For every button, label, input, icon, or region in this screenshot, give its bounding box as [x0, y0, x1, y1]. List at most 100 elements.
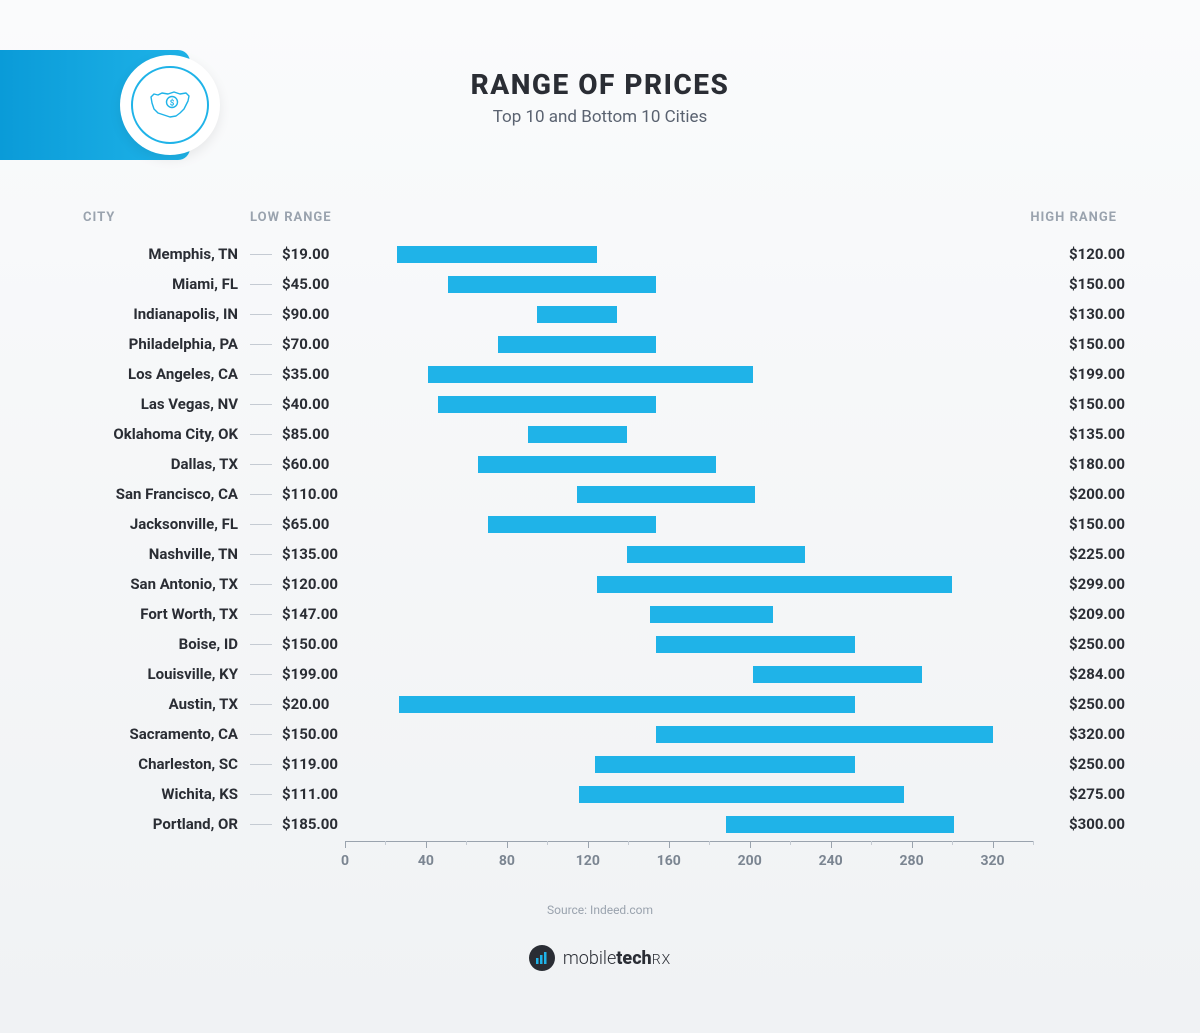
row-tick: [250, 554, 272, 555]
row-tick: [250, 794, 272, 795]
header-high: HIGH RANGE: [345, 210, 1125, 225]
axis-line: [345, 841, 1033, 842]
axis-minor-tick: [1033, 841, 1034, 845]
bar-track: [359, 666, 1033, 683]
low-value: $120.00: [272, 575, 345, 593]
high-value: $284.00: [1047, 665, 1125, 683]
axis-tick: [831, 841, 832, 848]
bar-track: [359, 726, 1033, 743]
low-value: $85.00: [272, 425, 345, 443]
high-value: $200.00: [1047, 485, 1125, 503]
city-label: Austin, TX: [75, 695, 250, 713]
low-value: $19.00: [272, 245, 345, 263]
axis-label: 240: [819, 853, 843, 869]
axis-minor-tick: [952, 841, 953, 845]
high-value: $135.00: [1047, 425, 1125, 443]
high-value: $300.00: [1047, 815, 1125, 833]
low-value: $70.00: [272, 335, 345, 353]
bar-track: [359, 636, 1033, 653]
bar-track: [359, 276, 1033, 293]
bar-track: [359, 696, 1033, 713]
brand-logo-icon: [529, 945, 555, 971]
row-tick: [250, 644, 272, 645]
range-bar: [627, 546, 805, 563]
axis-minor-tick: [385, 841, 386, 845]
brand-part2: tech: [616, 948, 651, 969]
city-label: Miami, FL: [75, 275, 250, 293]
axis-minor-tick: [628, 841, 629, 845]
low-value: $119.00: [272, 755, 345, 773]
header-city: CITY: [75, 210, 250, 225]
chart-row: Boise, ID$150.00$250.00: [75, 629, 1125, 659]
high-value: $150.00: [1047, 515, 1125, 533]
brand-footer: mobiletechRX: [75, 945, 1125, 971]
chart-row: Portland, OR $185.00 $300.00: [75, 809, 1125, 839]
range-bar: [448, 276, 656, 293]
city-label: Boise, ID: [75, 635, 250, 653]
axis-label: 160: [657, 853, 681, 869]
row-tick: [250, 344, 272, 345]
low-value: $35.00: [272, 365, 345, 383]
chart-row: Los Angeles, CA $35.00 $199.00: [75, 359, 1125, 389]
chart-row: Indianapolis, IN$90.00$130.00: [75, 299, 1125, 329]
low-value: $40.00: [272, 395, 345, 413]
chart-row: Charleston, SC$119.00$250.00: [75, 749, 1125, 779]
axis-tick: [345, 841, 346, 848]
city-label: Nashville, TN: [75, 545, 250, 563]
chart-row: Fort Worth, TX$147.00$209.00: [75, 599, 1125, 629]
city-label: Los Angeles, CA: [75, 365, 250, 383]
bar-track: [359, 306, 1033, 323]
high-value: $150.00: [1047, 335, 1125, 353]
row-tick: [250, 734, 272, 735]
range-bar: [537, 306, 616, 323]
high-value: $150.00: [1047, 275, 1125, 293]
axis-label: 0: [341, 853, 349, 869]
chart-row: San Francisco, CA$110.00$200.00: [75, 479, 1125, 509]
low-value: $111.00: [272, 785, 345, 803]
low-value: $110.00: [272, 485, 345, 503]
axis-label: 320: [980, 853, 1004, 869]
high-value: $250.00: [1047, 695, 1125, 713]
low-value: $20.00: [272, 695, 345, 713]
usa-dollar-icon: $: [148, 89, 192, 121]
row-tick: [250, 494, 272, 495]
bar-track: [359, 366, 1033, 383]
city-label: Memphis, TN: [75, 245, 250, 263]
row-tick: [250, 404, 272, 405]
chart-row: Sacramento, CA$150.00$320.00: [75, 719, 1125, 749]
bar-track: [359, 396, 1033, 413]
bar-track: [359, 816, 1033, 833]
city-label: Philadelphia, PA: [75, 335, 250, 353]
chart-row: Nashville, TN$135.00$225.00: [75, 539, 1125, 569]
low-value: $147.00: [272, 605, 345, 623]
low-value: $90.00: [272, 305, 345, 323]
bar-track: [359, 456, 1033, 473]
high-value: $299.00: [1047, 575, 1125, 593]
range-bar: [579, 786, 904, 803]
chart-row: Dallas, TX$60.00$180.00: [75, 449, 1125, 479]
range-bar: [428, 366, 753, 383]
high-value: $250.00: [1047, 755, 1125, 773]
axis-label: 280: [900, 853, 924, 869]
bar-track: [359, 516, 1033, 533]
city-label: Portland, OR: [75, 815, 250, 833]
row-tick: [250, 614, 272, 615]
low-value: $150.00: [272, 725, 345, 743]
range-bar: [478, 456, 716, 473]
low-value: $185.00: [272, 815, 345, 833]
high-value: $275.00: [1047, 785, 1125, 803]
high-value: $150.00: [1047, 395, 1125, 413]
city-label: Dallas, TX: [75, 455, 250, 473]
axis-tick: [993, 841, 994, 848]
axis-tick: [912, 841, 913, 848]
axis-tick: [669, 841, 670, 848]
chart-row: Memphis, TN$19.00$120.00: [75, 239, 1125, 269]
row-tick: [250, 524, 272, 525]
high-value: $199.00: [1047, 365, 1125, 383]
axis-tick: [588, 841, 589, 848]
bar-track: [359, 426, 1033, 443]
column-headers: CITY LOW RANGE HIGH RANGE: [75, 210, 1125, 225]
axis-tick: [750, 841, 751, 848]
accent-badge: $: [0, 50, 190, 160]
chart-row: Austin, TX $20.00 $250.00: [75, 689, 1125, 719]
